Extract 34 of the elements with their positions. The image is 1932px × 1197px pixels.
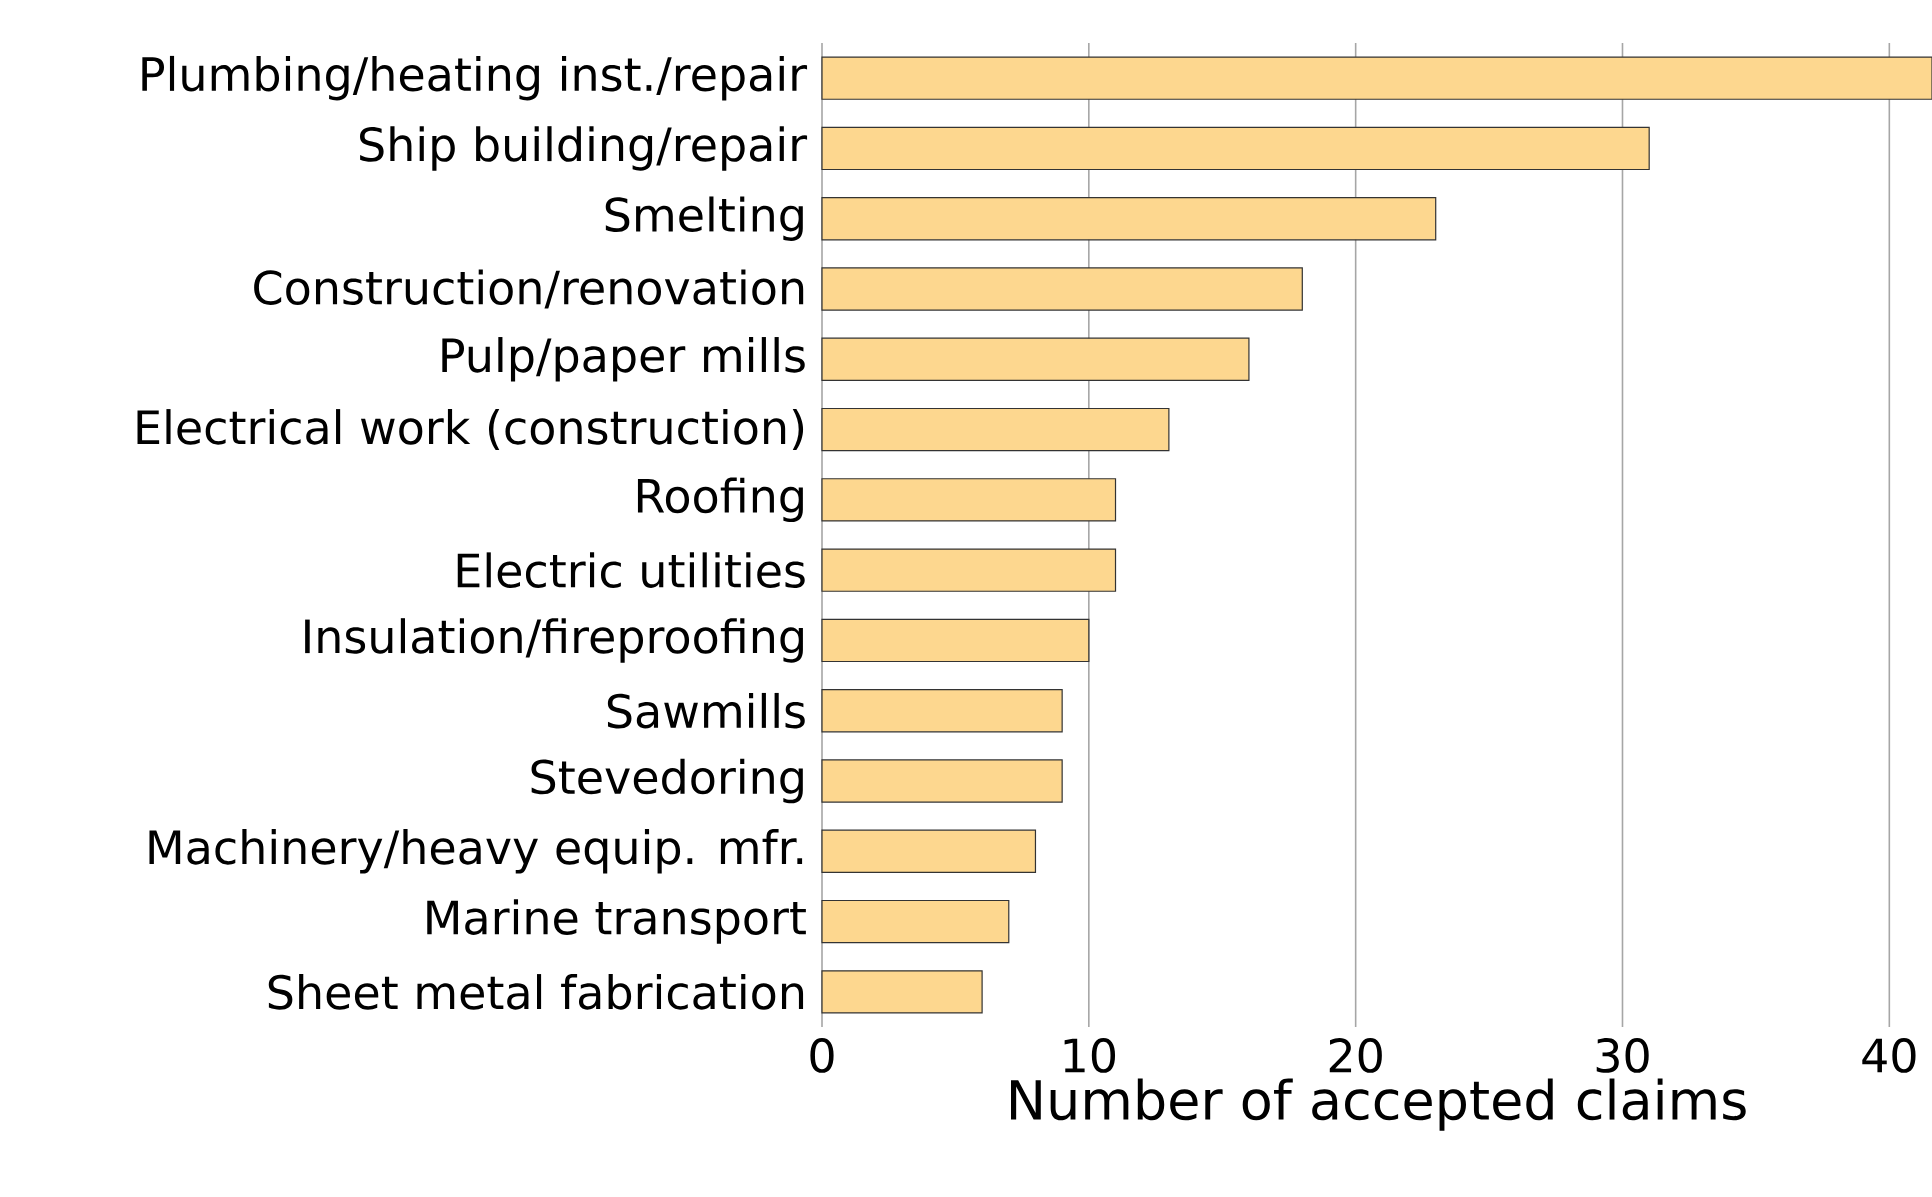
x-tick-label: 20: [1329, 1038, 1382, 1073]
y-tick-label: Roofing: [637, 477, 803, 523]
bar: [821, 126, 1650, 171]
x-tick-label: 30: [1596, 1038, 1649, 1073]
y-tick-label: Sheet metal fabrication: [268, 974, 804, 1010]
y-tick-label: Construction/renovation: [254, 269, 804, 309]
bar: [821, 548, 1117, 592]
bar: [821, 56, 1932, 100]
bar: [821, 197, 1437, 241]
y-tick-label: Pulp/paper mills: [442, 337, 805, 382]
x-tick-label: 10: [1064, 1038, 1116, 1073]
y-tick-label: Stevedoring: [531, 758, 803, 804]
y-tick-label: Plumbing/heating inst./repair: [142, 55, 808, 101]
x-tick-label: 40: [1862, 1038, 1916, 1073]
bar: [821, 618, 1090, 663]
y-tick-label: Electrical work (construction): [137, 409, 804, 451]
y-tick-label: Electric utilities: [457, 552, 805, 588]
y-tick-label: Insulation/fireproofing: [305, 618, 803, 663]
y-tick-label: Sawmills: [607, 692, 805, 729]
x-tick-label: 0: [810, 1038, 834, 1073]
bar: [821, 337, 1250, 381]
bar: [821, 970, 983, 1014]
bar: [821, 759, 1063, 803]
bar: [821, 829, 1037, 873]
bar: [821, 899, 1010, 944]
bar: [821, 478, 1117, 522]
y-tick-label: Machinery/heavy equip. mfr.: [149, 829, 803, 874]
bar: [821, 407, 1170, 452]
y-tick-label: Smelting: [605, 196, 803, 241]
bar: [821, 267, 1303, 311]
bar: [821, 689, 1063, 733]
y-tick-label: Ship building/repair: [360, 126, 808, 171]
x-axis-title: Number of accepted claims: [1011, 1078, 1746, 1131]
y-tick-label: Marine transport: [427, 899, 806, 944]
